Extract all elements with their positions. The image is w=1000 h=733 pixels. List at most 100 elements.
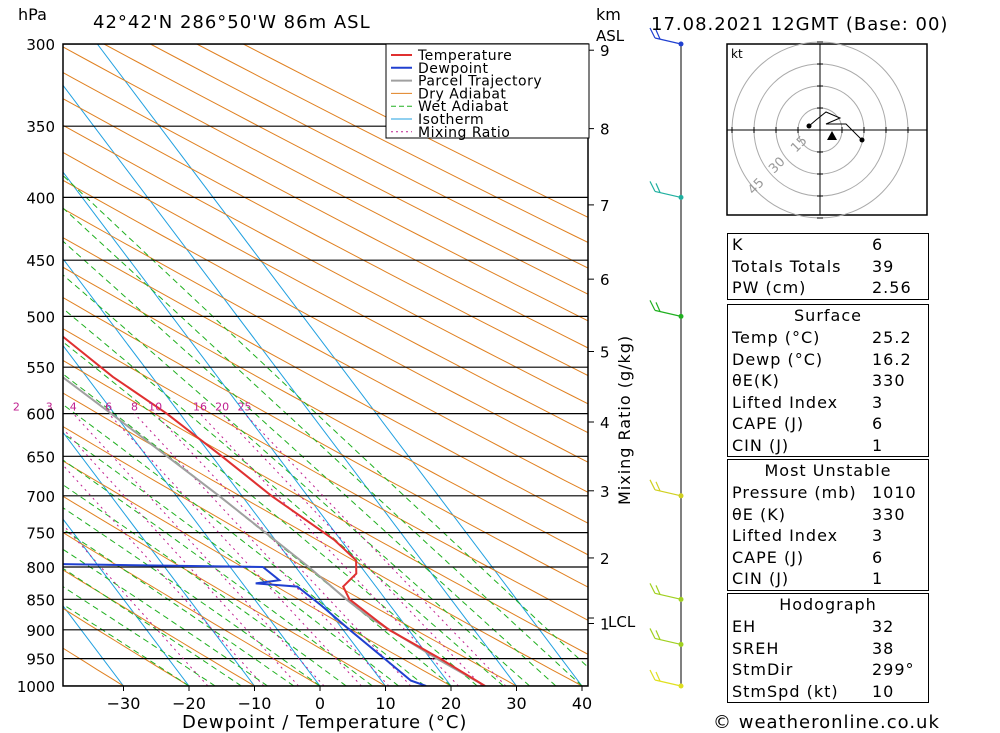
x-tick-label: 10 [375,694,395,713]
pressure-tick-label: 450 [26,252,55,270]
wind-barb [649,181,682,198]
mixing-ratio-line [154,413,412,686]
table-title: Surface [794,306,862,325]
pressure-tick-label: 350 [26,118,55,136]
pressure-tick-label: 550 [26,359,55,377]
legend-label: Temperature [417,48,512,64]
wet-adiabat-line [63,432,399,686]
hodograph-unit-label: kt [731,47,743,61]
mixing-ratio-label: 16 [193,401,207,414]
table-row-value: 10 [872,681,895,701]
table-row-value: 6 [872,547,884,567]
mixing-ratio-line [63,524,209,686]
pressure-tick-label: 750 [26,525,55,543]
parcel-trajectory-line [63,376,486,686]
mixing-ratio-label: 25 [238,401,252,414]
dry-adiabat-line [63,151,588,434]
legend-label: Dry Adiabat [418,86,506,102]
x-tick-label: −10 [238,694,272,713]
wind-barb [649,27,682,45]
dry-adiabat-line [63,607,190,686]
table-row: CAPE (J) 6 [728,547,928,569]
table-row: Lifted Index 3 [728,392,928,414]
table-row-value: 3 [872,392,884,412]
table-row-value: 38 [872,638,895,658]
mixing-ratio-label: 20 [215,401,229,414]
dewpoint-line [63,563,427,686]
wet-adiabat-line [63,507,321,686]
wet-adiabat-line [63,586,216,686]
plot-frame [62,43,589,687]
wet-adiabat-line [63,484,347,686]
legend-label: Dewpoint [418,61,489,77]
wind-barb [649,300,682,317]
x-axis-label: Dewpoint / Temperature (°C) [182,712,467,733]
wet-adiabat-line [63,459,373,686]
most-unstable-table: Most Unstable Pressure (mb) 1010 θE (K) 330 L… [727,459,929,591]
hodograph-table: Hodograph EH 32 SREH 38 StmDir 299° StmSpd (kt)… [727,593,929,703]
table-row: CAPE (J) 6 [728,413,928,435]
table-row-label: CAPE (J) [732,414,805,433]
pressure-tick-label: 300 [26,36,55,54]
pressure-tick-label: 600 [26,406,55,424]
km-tick-label: 9 [600,42,610,60]
table-row-label: K [732,235,744,254]
mixing-ratio-line [134,413,390,686]
table-row-label: SREH [732,638,780,658]
dry-adiabat-line [63,46,588,322]
pressure-tick-label: 850 [26,591,55,609]
pressure-tick-label: 800 [26,559,55,577]
storm-motion-marker [827,131,837,140]
table-row-value: 1 [872,569,884,588]
mixing-ratio-label: 4 [70,401,77,414]
hodograph-point [806,123,812,129]
km-tick-label: 6 [600,271,610,289]
table-row: EH 32 [728,616,928,638]
table-row-value: 32 [872,617,895,636]
pressure-tick-label: 500 [26,308,55,326]
copyright: © weatheronline.co.uk [713,712,940,733]
table-row: PW (cm) 2.56 [728,277,928,299]
hpa-label: hPa [18,5,47,24]
legend-label: Parcel Trajectory [418,74,542,90]
table-row-label: Lifted Index [732,526,839,545]
table-row-label: StmSpd (kt) [732,681,839,701]
mixing-ratio-label: 2 [13,401,20,414]
table-row-label: Lifted Index [732,392,839,412]
table-row-label: Pressure (mb) [732,483,857,502]
pressure-tick-label: 900 [26,622,55,640]
table-row-value: 299° [872,660,915,679]
datetime-title: 17.08.2021 12GMT (Base: 00) [651,14,948,35]
mixing-ratio-label: 6 [105,401,112,414]
isotherm-line [63,431,255,686]
wind-barb [649,479,682,497]
pressure-tick-label: 1000 [17,678,55,696]
pressure-tick-label: 950 [26,651,55,669]
dry-adiabat-line [63,532,321,686]
isotherm-line [63,258,386,686]
table-row-label: θE(K) [732,371,780,390]
legend-label: Isotherm [418,112,484,128]
isotherm-line [96,44,583,686]
km-tick-label: 1 [600,616,610,634]
wet-adiabat-line [63,341,478,686]
table-title: Most Unstable [764,461,892,480]
table-row-value: 330 [872,371,906,390]
dry-adiabat-line [63,495,386,686]
table-row-value: 39 [872,256,895,276]
dry-adiabat-line [196,44,588,244]
mixing-ratio-line [63,464,265,686]
km-tick-label: 7 [600,197,610,215]
table-row-value: 3 [872,526,884,545]
table-row: StmDir 299° [728,659,928,681]
isotherm-line [63,84,517,686]
table-row: StmSpd (kt) 10 [728,681,928,703]
table-row: Dewp (°C) 16.2 [728,349,928,371]
table-row-value: 330 [872,504,906,524]
surface-table: Surface Temp (°C) 25.2 Dewp (°C) 16.2 θE(K) 33… [727,304,929,457]
table-row-label: CIN (J) [732,435,790,455]
x-tick-label: 30 [506,694,526,713]
table-row-label: PW (cm) [732,278,807,297]
hodograph-trace [808,111,863,141]
